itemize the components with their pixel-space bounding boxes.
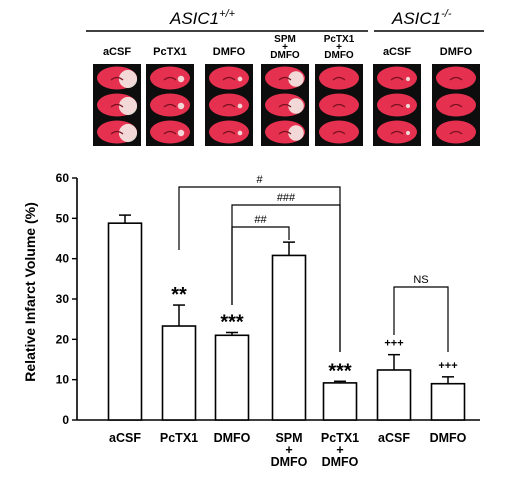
ventricle-mark xyxy=(163,103,177,108)
ventricle-mark xyxy=(332,76,346,81)
bar-chart: Relative Infarct Volume (%) 0 10 20 30 40 50 6… xyxy=(22,171,480,469)
x-tick-label: PcTX1 xyxy=(160,431,198,445)
bar xyxy=(271,254,307,421)
x-tick-label: aCSF xyxy=(378,431,410,445)
bracket-label: # xyxy=(256,174,263,186)
x-tick-label: PcTX1 + DMFO xyxy=(321,431,359,469)
infarct-area xyxy=(118,96,138,116)
bar xyxy=(376,369,412,421)
photo-label: aCSF xyxy=(383,46,411,58)
y-tick-label: 40 xyxy=(56,252,70,266)
infarct-area xyxy=(118,69,138,89)
bracket-label: ### xyxy=(277,192,296,204)
photo-group-labels: aCSF PcTX1 DMFO SPM + DMFO PcTX1 + DMFO aCSF DMFO xyxy=(103,34,473,61)
infarct-area xyxy=(177,129,185,137)
bar xyxy=(430,382,466,421)
ventricle-mark xyxy=(163,130,177,135)
ventricle-mark xyxy=(449,103,463,108)
bar xyxy=(161,325,197,421)
ventricle-mark xyxy=(390,103,404,108)
ko-genotype-label: ASIC1-/- xyxy=(391,8,452,28)
significance-marker: +++ xyxy=(384,338,403,350)
infarct-area xyxy=(405,130,411,136)
photo-label: PcTX1 + DMFO xyxy=(324,34,355,61)
infarct-area xyxy=(177,102,185,110)
significance-marker: +++ xyxy=(438,360,457,372)
brain-slice-panel xyxy=(146,64,194,146)
brain-slice-panel xyxy=(315,64,363,146)
brain-slice-panel xyxy=(93,64,141,146)
ventricle-mark xyxy=(278,130,292,135)
infarct-area xyxy=(237,76,243,82)
significance-bracket xyxy=(178,186,341,352)
ventricle-mark xyxy=(449,130,463,135)
ventricle-mark xyxy=(278,103,292,108)
significance-markers: ********++++++ xyxy=(171,284,457,382)
wt-genotype-label: ASIC1+/+ xyxy=(169,8,236,28)
ventricle-mark xyxy=(222,76,236,81)
infarct-area xyxy=(288,71,304,87)
brain-slice-panel xyxy=(373,64,421,146)
x-tick-label: SPM + DMFO xyxy=(271,431,308,469)
ventricle-mark xyxy=(222,103,236,108)
x-axis-labels: aCSF PcTX1 DMFO SPM + DMFO PcTX1 + DMFO aCSF DMFO xyxy=(109,431,467,469)
infarct-area xyxy=(288,125,304,141)
ventricle-mark xyxy=(110,103,124,108)
brain-slice-panel xyxy=(205,64,253,146)
ventricle-mark xyxy=(449,76,463,81)
y-tick-label: 20 xyxy=(56,332,70,346)
significance-marker: *** xyxy=(220,311,244,333)
bars xyxy=(107,214,466,421)
infarct-area xyxy=(288,98,304,114)
ventricle-mark xyxy=(110,76,124,81)
y-tick-label: 0 xyxy=(62,413,69,427)
bracket-label: ## xyxy=(254,214,267,226)
x-tick-label: aCSF xyxy=(109,431,141,445)
genotype-header: ASIC1+/+ ASIC1-/- xyxy=(86,8,484,32)
ventricle-mark xyxy=(332,130,346,135)
significance-brackets: ######NS xyxy=(178,174,449,352)
infarct-area xyxy=(118,123,138,143)
photo-label: PcTX1 xyxy=(153,46,187,58)
x-tick-label: DMFO xyxy=(214,431,251,445)
y-tick-label: 10 xyxy=(56,373,70,387)
significance-marker: *** xyxy=(328,360,352,382)
bar xyxy=(322,382,358,421)
photo-label: SPM + DMFO xyxy=(270,34,300,61)
ventricle-mark xyxy=(110,130,124,135)
significance-bracket xyxy=(231,226,290,305)
photo-label: DMFO xyxy=(440,46,473,58)
infarct-area xyxy=(405,103,411,109)
ventricle-mark xyxy=(222,130,236,135)
brain-slice-panel xyxy=(432,64,480,146)
ventricle-mark xyxy=(332,103,346,108)
photo-label: DMFO xyxy=(213,46,246,58)
infarct-area xyxy=(237,103,243,109)
bar xyxy=(214,334,250,421)
y-axis-label: Relative Infarct Volume (%) xyxy=(22,202,38,381)
brain-slice-panel xyxy=(261,64,309,146)
significance-marker: ** xyxy=(171,284,187,306)
infarct-area xyxy=(177,75,185,83)
ventricle-mark xyxy=(390,130,404,135)
y-tick-label: 50 xyxy=(56,211,70,225)
brain-slice-photos xyxy=(93,64,480,146)
y-tick-label: 60 xyxy=(56,171,70,185)
infarct-area xyxy=(405,76,411,82)
y-tick-label: 30 xyxy=(56,292,70,306)
significance-bracket xyxy=(393,286,449,352)
infarct-area xyxy=(237,130,243,136)
ventricle-mark xyxy=(278,76,292,81)
ventricle-mark xyxy=(390,76,404,81)
ventricle-mark xyxy=(163,76,177,81)
photo-label: aCSF xyxy=(103,46,131,58)
x-tick-label: DMFO xyxy=(430,431,467,445)
bar xyxy=(107,222,143,421)
bracket-label: NS xyxy=(413,274,428,286)
